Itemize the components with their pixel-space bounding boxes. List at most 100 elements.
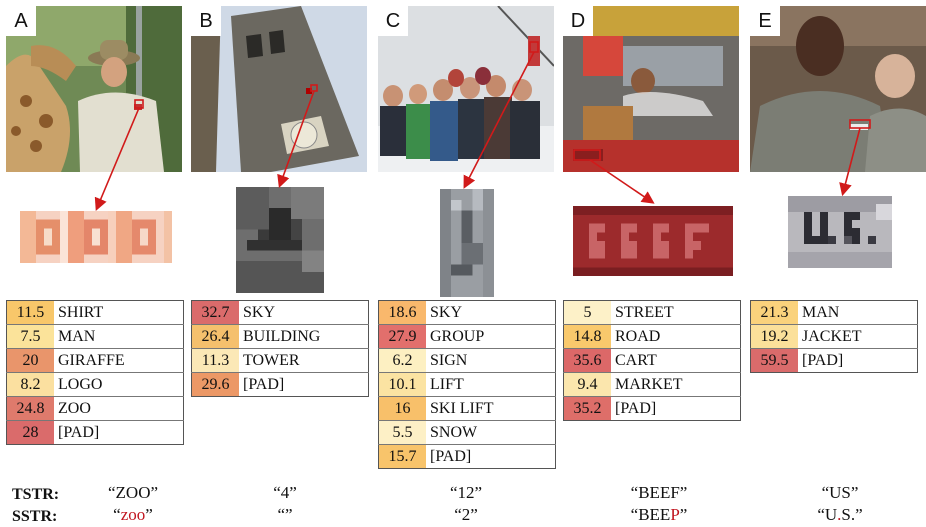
caption-score: 59.5 (750, 348, 798, 373)
caption-word: TOWER (239, 348, 369, 373)
sstr-row-label: SSTR: (12, 508, 58, 525)
tstr-prediction-a: “ZOO” (107, 483, 159, 502)
caption-score: 14.8 (563, 324, 611, 349)
clock-tower-photo: B (191, 6, 367, 172)
tstr-prediction-c: “12” (449, 483, 483, 502)
caption-word: LOGO (54, 372, 184, 397)
caption-score: 10.1 (378, 372, 426, 397)
tstr-row-label: TSTR: (12, 486, 60, 503)
panel-label: B (191, 6, 221, 36)
sstr-prediction-e: “U.S.” (817, 505, 863, 524)
caption-word: STREET (611, 300, 741, 325)
caption-score: 20 (6, 348, 54, 373)
caption-row: 19.2 JACKET (750, 324, 918, 349)
caption-score: 21.3 (750, 300, 798, 325)
panel-label: C (378, 6, 408, 36)
caption-score: 8.2 (6, 372, 54, 397)
tstr-prediction-e: “US” (821, 483, 859, 502)
caption-score: 6.2 (378, 348, 426, 373)
caption-row: 10.1 LIFT (378, 372, 556, 397)
tstr-prediction-b: “4” (273, 483, 297, 502)
caption-word: [PAD] (615, 400, 657, 417)
caption-word: [PAD] (243, 376, 285, 393)
caption-row: 8.2 LOGO (6, 372, 184, 397)
caption-word: MAN (54, 324, 184, 349)
caption-score: 28 (6, 420, 54, 445)
caption-row: 14.8 ROAD (563, 324, 741, 349)
caption-word: SHIRT (54, 300, 184, 325)
caption-row: 35.6 CART (563, 348, 741, 373)
caption-score-table: 18.6 SKY 27.9 GROUP 6.2 SIGN 10.1 LIFT 16 SKI LIF… (378, 300, 556, 469)
caption-score: 5 (563, 300, 611, 325)
caption-score: 29.6 (191, 372, 239, 397)
soldier-portrait-photo: E (750, 6, 926, 172)
text-crop-us (788, 196, 892, 268)
caption-row: 32.7 SKY (191, 300, 369, 325)
caption-word: MAN (798, 300, 918, 325)
caption-score: 32.7 (191, 300, 239, 325)
caption-row: 5 STREET (563, 300, 741, 325)
ski-group-photo: C (378, 6, 554, 172)
caption-word: SIGN (426, 348, 556, 373)
caption-row: 21.3 MAN (750, 300, 918, 325)
caption-score: 15.7 (378, 444, 426, 469)
caption-word: MARKET (611, 372, 741, 397)
text-crop-beef (573, 206, 733, 276)
caption-row: 11.3 TOWER (191, 348, 369, 373)
caption-word: [PAD] (430, 448, 472, 465)
sstr-prediction-a: “zoo” (113, 505, 153, 524)
caption-row: 7.5 MAN (6, 324, 184, 349)
text-crop-zoo (20, 211, 172, 263)
caption-word: [PAD] (802, 352, 844, 369)
caption-row: 18.6 SKY (378, 300, 556, 325)
panel-label: A (6, 6, 36, 36)
caption-row: 5.5 SNOW (378, 420, 556, 445)
zoo-keeper-giraffe-photo: A (6, 6, 182, 172)
hotdog-cart-photo: D (563, 6, 739, 172)
caption-row: 24.8 ZOO (6, 396, 184, 421)
sstr-prediction-d: “BEEP” (630, 505, 688, 524)
caption-word: BUILDING (239, 324, 369, 349)
caption-row: 15.7 [PAD] (378, 444, 556, 469)
caption-row: 27.9 GROUP (378, 324, 556, 349)
caption-word: CART (611, 348, 741, 373)
caption-score: 9.4 (563, 372, 611, 397)
sstr-prediction-c: “2” (454, 505, 478, 524)
caption-row: 20 GIRAFFE (6, 348, 184, 373)
text-crop-clock-digit (236, 187, 324, 293)
caption-score: 7.5 (6, 324, 54, 349)
caption-row: 28 [PAD] (6, 420, 184, 445)
caption-score: 26.4 (191, 324, 239, 349)
caption-score: 5.5 (378, 420, 426, 445)
caption-row: 26.4 BUILDING (191, 324, 369, 349)
caption-score: 35.2 (563, 396, 611, 421)
caption-row: 35.2 [PAD] (563, 396, 741, 421)
caption-score: 18.6 (378, 300, 426, 325)
caption-word: ZOO (54, 396, 184, 421)
caption-row: 59.5 [PAD] (750, 348, 918, 373)
caption-score-table: 32.7 SKY 26.4 BUILDING 11.3 TOWER 29.6 [PAD] (191, 300, 369, 397)
caption-row: 6.2 SIGN (378, 348, 556, 373)
caption-word: LIFT (426, 372, 556, 397)
caption-score: 11.5 (6, 300, 54, 325)
caption-row: 9.4 MARKET (563, 372, 741, 397)
caption-word: SKY (239, 300, 369, 325)
caption-word: [PAD] (58, 424, 100, 441)
caption-row: 11.5 SHIRT (6, 300, 184, 325)
caption-score-table: 5 STREET 14.8 ROAD 35.6 CART 9.4 MARKET 35.2 [PAD… (563, 300, 741, 421)
caption-row: 16 SKI LIFT (378, 396, 556, 421)
caption-word: ROAD (611, 324, 741, 349)
caption-score: 27.9 (378, 324, 426, 349)
caption-score-table: 21.3 MAN 19.2 JACKET 59.5 [PAD] (750, 300, 918, 373)
caption-word: SNOW (426, 420, 556, 445)
caption-score-table: 11.5 SHIRT 7.5 MAN 20 GIRAFFE 8.2 LOGO 24.8 ZOO 28… (6, 300, 184, 445)
sstr-prediction-b: “” (277, 505, 293, 524)
tstr-prediction-d: “BEEF” (630, 483, 688, 502)
panel-label: E (750, 6, 780, 36)
caption-word: GROUP (426, 324, 556, 349)
caption-score: 35.6 (563, 348, 611, 373)
text-crop-sign (440, 189, 494, 297)
caption-row: 29.6 [PAD] (191, 372, 369, 397)
caption-word: SKY (426, 300, 556, 325)
caption-score: 24.8 (6, 396, 54, 421)
